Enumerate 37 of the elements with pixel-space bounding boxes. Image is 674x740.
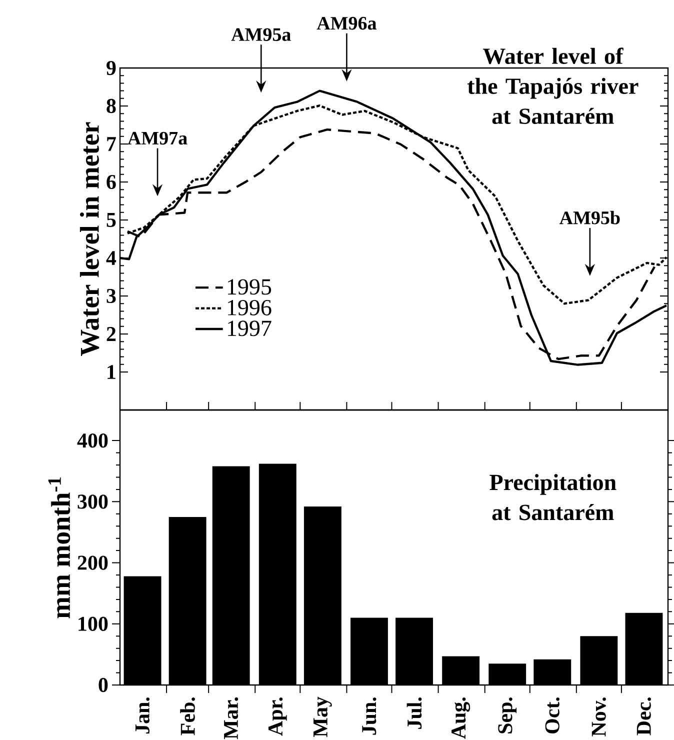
legend-label: 1995 <box>228 279 272 295</box>
chart-title: Water level of the Tapajós river at Santarém <box>467 48 638 124</box>
annotation: AM95b <box>560 210 620 224</box>
x-tick-label: Dec. <box>636 697 651 736</box>
y-tick-label: 2 <box>106 327 116 341</box>
x-tick-label: Apr. <box>268 697 287 736</box>
x-tick-label: Sep. <box>498 697 517 734</box>
y-tick-label: 0 <box>98 678 108 692</box>
y-tick-label: 400 <box>77 433 108 448</box>
y-tick-label: 7 <box>107 137 116 151</box>
y-tick-label: 9 <box>106 60 116 76</box>
legend-label: 1996 <box>228 300 272 316</box>
y-tick-label: 4 <box>106 251 116 265</box>
annotation: AM97a <box>128 132 188 145</box>
y-tick-label: 3 <box>106 288 116 304</box>
y-tick-label: 6 <box>106 174 116 190</box>
x-tick-label: Jun. <box>362 697 376 735</box>
y-tick-label: 8 <box>106 98 116 114</box>
x-tick-label: Jan. <box>135 697 150 734</box>
y-axis-title: Water level in meter <box>80 122 100 356</box>
x-tick-label: Mar. <box>224 697 238 740</box>
text: AM96a <box>316 16 376 30</box>
y-axis-title: mm month$^{-1}$ <box>48 477 70 618</box>
text: AM95a <box>231 28 291 41</box>
y-tick-label: 1 <box>108 365 116 379</box>
x-tick-label: Nov. <box>592 697 606 736</box>
x-tick-label: Oct. <box>545 697 560 734</box>
x-tick-label: Jul. <box>406 697 422 729</box>
text: Precipitation at Santarém <box>490 474 616 520</box>
y-tick-label: 5 <box>106 213 116 227</box>
y-tick-label: 100 <box>78 616 108 631</box>
y-tick-label: 300 <box>78 494 108 509</box>
x-tick-label: Aug. <box>452 697 470 739</box>
y-tick-label: 200 <box>78 556 108 570</box>
x-tick-label: May <box>314 696 332 737</box>
legend-label: 1997 <box>228 320 272 336</box>
x-tick-label: Feb. <box>180 697 195 736</box>
